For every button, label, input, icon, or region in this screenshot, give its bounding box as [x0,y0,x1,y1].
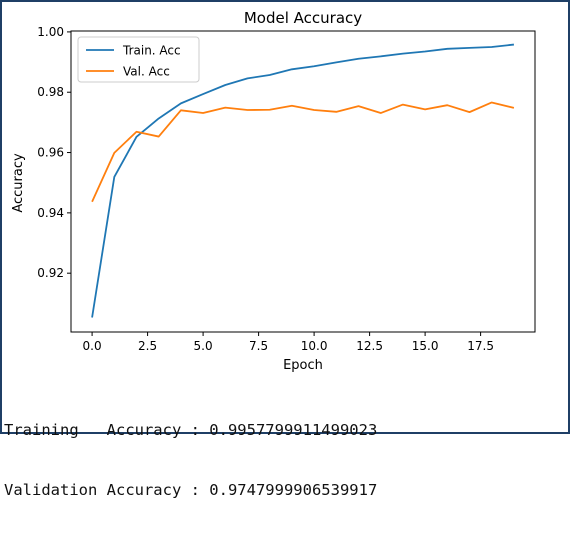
x-axis-label: Epoch [283,358,323,373]
x-tick-label: 10.0 [301,339,328,353]
chart-title: Model Accuracy [244,9,362,27]
x-tick-label: 5.0 [194,339,213,353]
y-tick-label: 0.92 [37,266,64,280]
legend-label: Train. Acc [122,44,181,58]
x-tick-label: 7.5 [249,339,268,353]
training-output: Training Accuracy : 0.9957799911499023 V… [4,380,377,540]
x-tick-label: 12.5 [356,339,383,353]
legend: Train. Acc Val. Acc [77,36,200,83]
validation-accuracy-line: Validation Accuracy : 0.9747999906539917 [4,481,378,499]
x-tick-label: 15.0 [412,339,439,353]
plot-area: 0.0 2.5 5.0 7.5 10.0 12.5 15.0 17.5 0.92 0.94 0.96… [37,25,536,353]
notebook-output-cell: Model Accuracy Epoch Accuracy 0.0 2.5 5.0 7… [0,0,570,499]
plot-frame [70,30,536,333]
y-tick-label: 0.96 [37,146,64,160]
y-tick-label: 0.94 [37,206,64,220]
y-tick-label: 1.00 [37,25,64,39]
y-axis-label: Accuracy [11,153,26,213]
x-tick-label: 0.0 [83,339,102,353]
series-line-val-acc [91,101,515,203]
accuracy-chart: Model Accuracy Epoch Accuracy 0.0 2.5 5.0 7… [11,9,536,373]
series-line-train-acc [91,43,515,318]
training-accuracy-line: Training Accuracy : 0.9957799911499023 [4,421,378,439]
x-tick-label: 17.5 [467,339,494,353]
legend-label: Val. Acc [123,65,170,79]
y-tick-label: 0.98 [37,85,64,99]
x-tick-label: 2.5 [138,339,157,353]
